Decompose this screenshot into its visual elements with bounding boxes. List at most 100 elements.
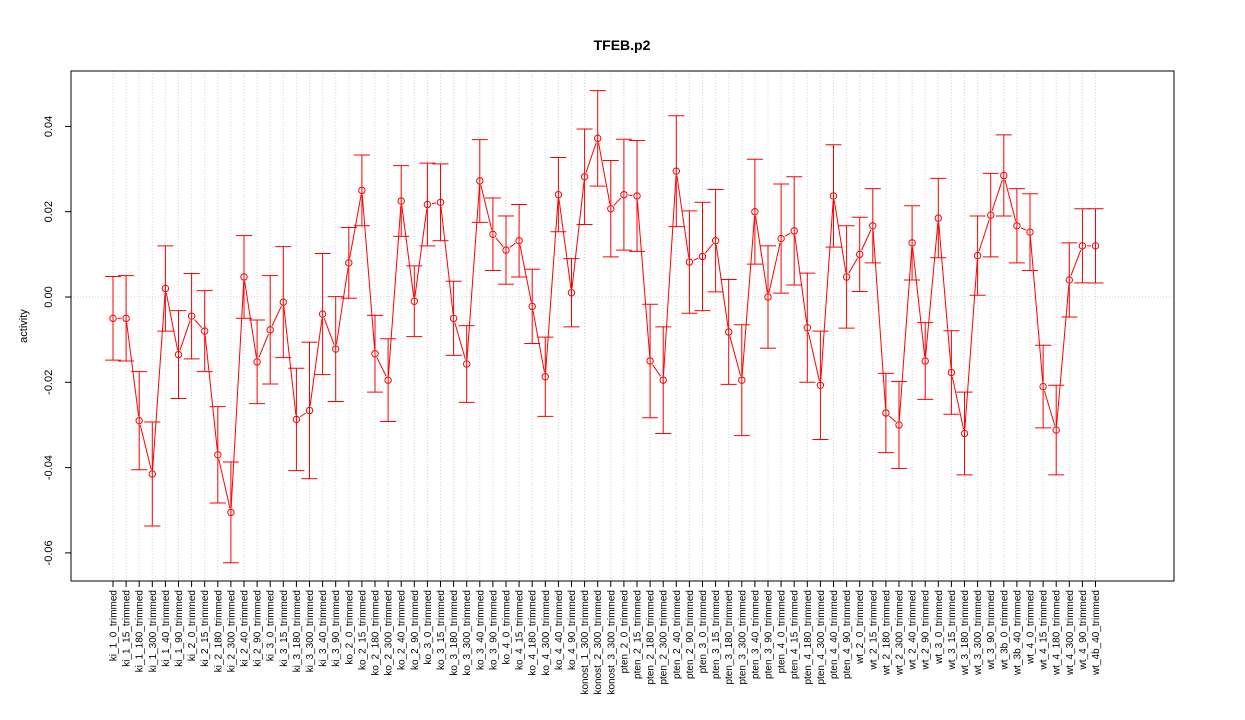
error-bar <box>799 272 816 383</box>
data-point <box>960 429 969 438</box>
series-segment <box>715 245 729 328</box>
data-point <box>253 358 261 366</box>
data-point <box>1013 222 1021 230</box>
data-point <box>803 324 811 332</box>
x-tick-label: ko_2_15_trimmed <box>357 590 368 670</box>
x-tick-label: ki_3_15_trimmed <box>279 590 290 667</box>
x-tick-label: ki_3_0_trimmed <box>266 590 277 661</box>
x-tick-label: wt_4_180_trimmed <box>1052 590 1063 676</box>
error-bar <box>943 330 960 415</box>
error-bar <box>236 235 252 319</box>
series-segment <box>861 229 872 251</box>
x-tick-label: ko_4_300_trimmed <box>541 590 552 676</box>
x-tick-label: ki_3_90_trimmed <box>331 590 342 667</box>
series-segment <box>676 175 690 258</box>
series-segment <box>938 222 952 369</box>
x-tick-label: pten_2_15_trimmed <box>633 590 644 679</box>
error-bar <box>209 406 226 504</box>
x-tick-label: ko_3_0_trimmed <box>423 590 434 664</box>
y-tick-label: 0.04 <box>43 116 55 137</box>
data-point <box>1026 228 1034 236</box>
error-bar <box>484 197 501 272</box>
error-bar-layer <box>105 90 1104 564</box>
error-bar <box>864 188 881 264</box>
data-point <box>882 409 890 417</box>
error-bar <box>982 172 999 258</box>
series-segment <box>480 185 493 231</box>
error-bar <box>707 189 724 293</box>
series-segment <box>495 237 504 247</box>
x-tick-label: pten_2_180_trimmed <box>646 590 657 685</box>
data-point <box>777 234 785 243</box>
error-bar <box>891 380 907 469</box>
series-segment <box>179 320 191 351</box>
x-tick-label: wt_2_0_trimmed <box>855 590 866 665</box>
plot-frame <box>70 70 1175 582</box>
data-point <box>947 368 956 377</box>
x-tick-label: ki_1_180_trimmed <box>135 590 146 672</box>
x-tick-label: ko_4_0_trimmed <box>502 590 513 664</box>
error-bar <box>105 276 121 361</box>
data-point <box>214 451 222 459</box>
error-bar <box>825 144 842 248</box>
series-segment <box>662 175 677 376</box>
error-bar <box>249 319 266 405</box>
error-bar <box>471 139 488 223</box>
error-bar <box>1061 242 1078 318</box>
data-point <box>305 406 314 415</box>
error-bar <box>353 154 370 227</box>
error-bar <box>1008 188 1025 264</box>
x-tick-label: wt_4_300_trimmed <box>1065 590 1076 676</box>
y-axis: -0.06 -0.04 -0.02 0.00 0.02 0.04 <box>43 116 71 565</box>
data-point <box>515 237 523 245</box>
series-segment <box>440 206 454 314</box>
series-segment <box>833 200 847 273</box>
series-segment <box>414 208 428 297</box>
series-segment <box>349 194 362 259</box>
x-tick-label: ki_2_90_trimmed <box>253 590 264 667</box>
series-segment <box>194 319 203 329</box>
x-tick-label: ko_4_40_trimmed <box>554 590 565 670</box>
x-tick-label: ko_2_300_trimmed <box>384 590 395 676</box>
series-segment <box>1020 227 1027 231</box>
data-point <box>659 376 667 384</box>
x-tick-label: konost_3_300_trimmed <box>606 590 617 695</box>
data-point <box>1065 276 1074 284</box>
error-bar <box>773 183 790 294</box>
x-tick-label: wt_3b_0_trimmed <box>999 590 1010 670</box>
x-tick-label: ki_2_300_trimmed <box>226 590 237 672</box>
error-bar <box>602 160 619 258</box>
series-segment <box>807 331 820 382</box>
error-bar <box>576 128 593 225</box>
error-bar <box>851 216 868 292</box>
data-point <box>725 328 733 336</box>
data-point <box>1091 242 1100 250</box>
error-bar <box>629 139 645 252</box>
x-tick-label: ko_4_90_trimmed <box>567 590 578 670</box>
x-tick-label: konost_1_300_trimmed <box>580 590 591 695</box>
data-point <box>711 237 720 245</box>
x-tick-label: wt_3_90_trimmed <box>986 590 997 670</box>
data-point <box>449 314 458 323</box>
series-segment <box>872 230 887 409</box>
data-point <box>685 258 694 266</box>
series-segment <box>585 142 597 173</box>
error-bar <box>877 372 894 454</box>
data-point <box>567 289 576 297</box>
series-segment <box>951 376 965 430</box>
x-tick-label: pten_4_180_trimmed <box>803 590 814 685</box>
data-point <box>502 246 510 254</box>
x-tick-label: ki_2_40_trimmed <box>240 590 251 667</box>
series-segment <box>820 200 834 381</box>
data-point <box>790 227 798 235</box>
series-segment <box>509 242 516 248</box>
series-segment <box>532 310 545 373</box>
error-bar <box>183 273 200 360</box>
error-bar <box>144 421 161 527</box>
y-tick-label: -0.06 <box>43 540 55 565</box>
series-segment <box>558 199 572 289</box>
series-segment <box>768 242 781 293</box>
error-bar <box>367 314 383 393</box>
data-point <box>240 273 248 281</box>
data-point <box>554 190 563 199</box>
